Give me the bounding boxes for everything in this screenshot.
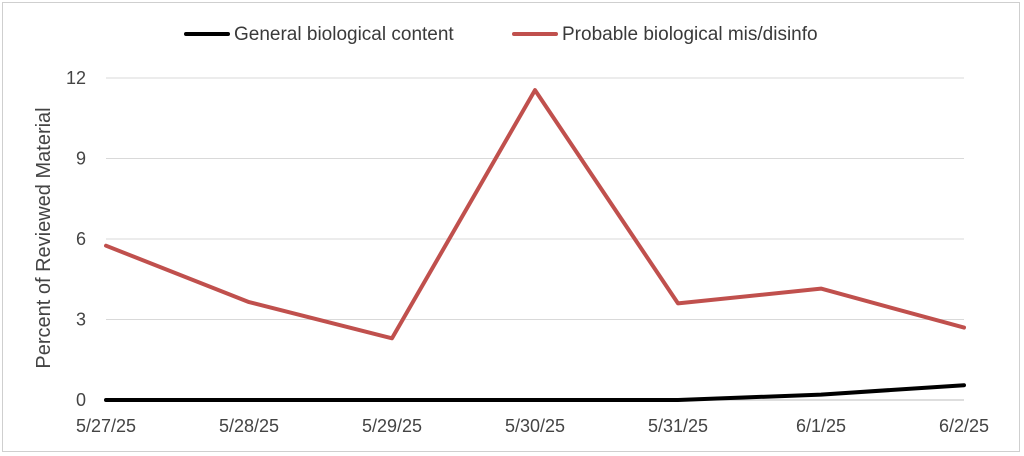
- legend-item: Probable biological mis/disinfo: [512, 24, 818, 45]
- legend: General biological content Probable biolo…: [184, 24, 818, 45]
- y-axis-title: Percent of Reviewed Material: [33, 107, 55, 368]
- legend-label: General biological content: [234, 24, 454, 45]
- x-tick-label: 5/27/25: [76, 416, 136, 436]
- series-lines: [104, 88, 966, 402]
- gridlines: [106, 77, 964, 401]
- y-tick-label: 6: [76, 229, 86, 249]
- x-tick-label: 6/2/25: [939, 416, 989, 436]
- x-tick-label: 5/31/25: [648, 416, 708, 436]
- legend-label: Probable biological mis/disinfo: [562, 24, 818, 45]
- y-tick-label: 3: [76, 310, 86, 330]
- series-line-general-biological-content: [104, 383, 966, 402]
- y-tick-label: 12: [66, 68, 86, 88]
- x-tick-label: 5/30/25: [505, 416, 565, 436]
- legend-item: General biological content: [184, 24, 454, 45]
- x-axis-ticks: 5/27/25 5/28/25 5/29/25 5/30/25 5/31/25 6/1/2…: [76, 416, 989, 436]
- x-tick-label: 5/29/25: [362, 416, 422, 436]
- y-axis-ticks: 0 3 6 9 12: [66, 68, 86, 410]
- y-tick-label: 0: [76, 390, 86, 410]
- x-tick-label: 6/1/25: [796, 416, 846, 436]
- x-tick-label: 5/28/25: [219, 416, 279, 436]
- y-tick-label: 9: [76, 149, 86, 169]
- series-line-probable-biological-misdisinfo: [104, 88, 966, 341]
